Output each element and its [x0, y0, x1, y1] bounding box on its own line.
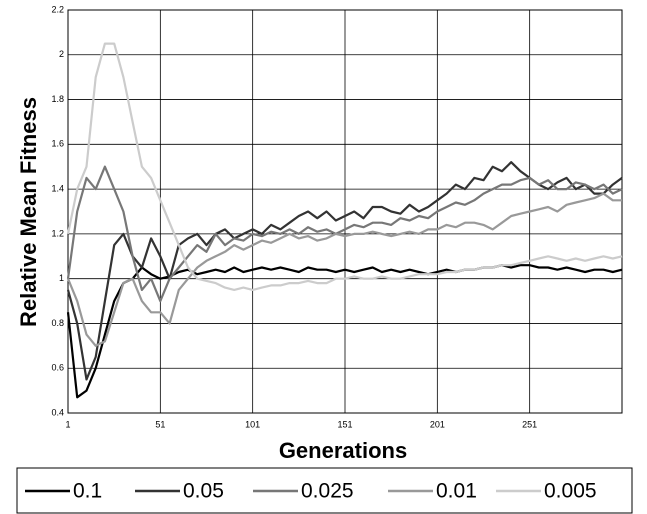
- y-tick-label: 1.8: [51, 94, 64, 104]
- y-tick-label: 0.4: [51, 407, 64, 417]
- legend-label: 0.025: [301, 480, 354, 503]
- legend-label: 0.01: [436, 480, 477, 503]
- y-tick-label: 1.6: [51, 139, 64, 149]
- y-tick-label: 1: [59, 273, 64, 283]
- y-tick-label: 0.8: [51, 318, 64, 328]
- x-tick-label: 151: [337, 419, 352, 429]
- plot-border: [67, 9, 623, 414]
- y-tick-label: 2.2: [51, 4, 64, 14]
- x-tick-label: 201: [430, 419, 445, 429]
- legend-label: 0.1: [73, 480, 102, 503]
- x-tick-label: 51: [155, 419, 165, 429]
- x-tick-label: 251: [522, 419, 537, 429]
- legend-label: 0.005: [544, 480, 597, 503]
- y-tick-label: 2: [59, 49, 64, 59]
- y-tick-label: 1.4: [51, 183, 64, 193]
- y-axis-title: Relative Mean Fitness: [16, 97, 41, 327]
- line-series: [66, 192, 622, 347]
- x-tick-label: 1: [65, 419, 70, 429]
- x-axis-title: Generations: [279, 438, 407, 463]
- legend-box: [16, 467, 633, 514]
- y-tick-label: 1.2: [51, 228, 64, 238]
- x-tick-label: 101: [245, 419, 260, 429]
- y-tick-label: 0.6: [51, 363, 64, 373]
- legend-label: 0.05: [183, 480, 224, 503]
- line-series: [66, 165, 623, 303]
- line-series: [66, 264, 623, 399]
- line-series: [66, 42, 623, 291]
